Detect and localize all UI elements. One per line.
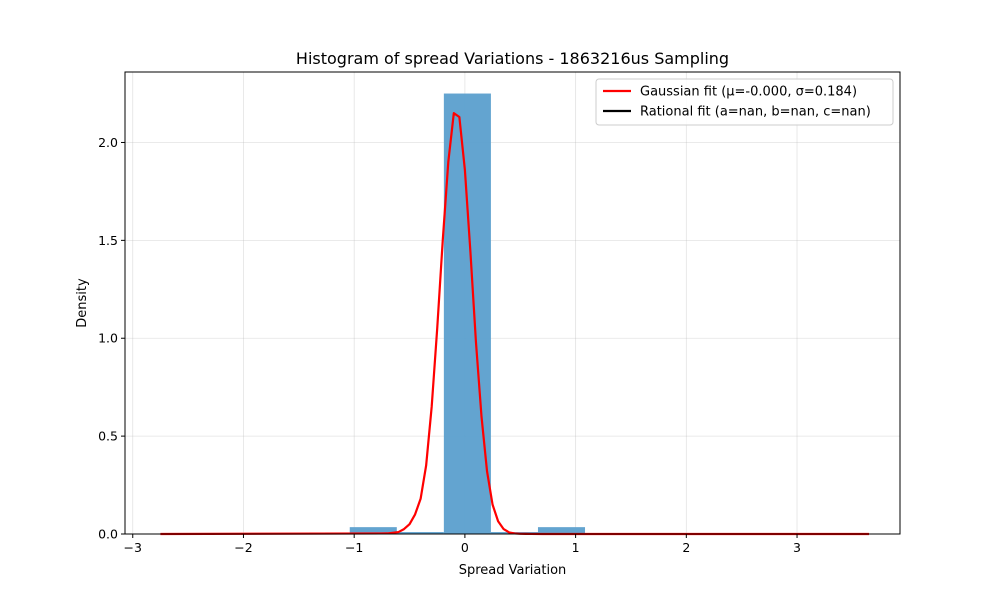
y-axis-label: Density (75, 278, 90, 328)
x-axis-label: Spread Variation (459, 563, 567, 578)
y-tick-label: 2.0 (98, 135, 118, 150)
plot-frame (124, 71, 901, 535)
legend: Gaussian fit (μ=-0.000, σ=0.184) Rationa… (595, 78, 894, 126)
x-tick-label: 2 (682, 540, 690, 555)
y-tick-label: 0.5 (98, 429, 118, 444)
histogram-bar (349, 527, 397, 534)
bar-layer (349, 93, 586, 534)
series-line-0 (160, 112, 870, 536)
legend-label-rational: Rational fit (a=nan, b=nan, c=nan) (640, 105, 871, 120)
chart-title: Histogram of spread Variations - 1863216… (296, 49, 729, 68)
x-tick-label: 1 (572, 540, 580, 555)
x-tick-label: 0 (461, 540, 469, 555)
legend-label-gaussian: Gaussian fit (μ=-0.000, σ=0.184) (640, 85, 857, 100)
histogram-bar (396, 532, 444, 534)
x-tick-label: −1 (345, 540, 363, 555)
x-tick-label: −3 (124, 540, 142, 555)
line-layer (160, 112, 870, 536)
y-tick-label: 0.0 (98, 527, 118, 542)
histogram-bar (537, 527, 586, 534)
tick-layer: −3 −2 −1 0 1 2 3 0.0 0.5 1.0 1.5 2.0 (98, 135, 801, 555)
grid-layer (125, 72, 900, 535)
x-tick-label: 3 (793, 540, 801, 555)
y-tick-label: 1.0 (98, 331, 118, 346)
x-tick-label: −2 (234, 540, 252, 555)
y-tick-label: 1.5 (98, 233, 118, 248)
legend-box (595, 78, 894, 126)
histogram-bar (443, 93, 491, 534)
